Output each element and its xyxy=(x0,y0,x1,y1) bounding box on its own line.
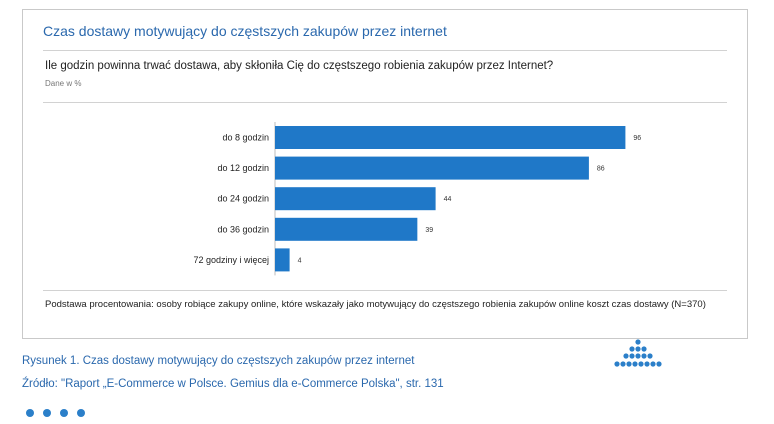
value-label: 4 xyxy=(298,257,302,264)
footer-divider xyxy=(43,290,727,291)
category-label: do 36 godzin xyxy=(217,224,269,234)
dots-logo-icon xyxy=(614,339,662,367)
dot-icon xyxy=(77,409,85,417)
bar xyxy=(275,156,589,180)
bar xyxy=(275,187,436,211)
value-label: 39 xyxy=(425,227,433,234)
dot-icon xyxy=(60,409,68,417)
value-label: 44 xyxy=(444,196,452,203)
value-label: 96 xyxy=(633,135,641,142)
header-divider xyxy=(43,102,727,103)
source-caption: Źródło: "Raport „E-Commerce w Polsce. Ge… xyxy=(22,378,444,390)
decorative-dots xyxy=(26,404,94,422)
category-label: do 8 godzin xyxy=(222,133,269,143)
category-label: 72 godziny i więcej xyxy=(193,255,269,265)
chart-frame: Czas dostawy motywujący do częstszych za… xyxy=(22,9,748,339)
bar xyxy=(275,217,418,241)
title-divider xyxy=(43,50,727,51)
base-note: Podstawa procentowania: osoby robiące za… xyxy=(45,299,706,310)
category-label: do 24 godzin xyxy=(217,194,269,204)
chart-title: Czas dostawy motywujący do częstszych za… xyxy=(43,23,447,39)
bar xyxy=(275,126,626,149)
dot-icon xyxy=(26,409,34,417)
chart-subtitle: Ile godzin powinna trwać dostawa, aby sk… xyxy=(45,60,554,72)
bar xyxy=(275,248,290,272)
bar-chart: do 8 godzin 96 do 12 godzin 86 do 24 godzin 4… xyxy=(193,122,641,276)
unit-note: Dane w % xyxy=(45,79,82,88)
figure-caption: Rysunek 1. Czas dostawy motywujący do cz… xyxy=(22,355,415,367)
category-label: do 12 godzin xyxy=(217,163,269,173)
value-label: 86 xyxy=(597,166,605,173)
dot-icon xyxy=(43,409,51,417)
